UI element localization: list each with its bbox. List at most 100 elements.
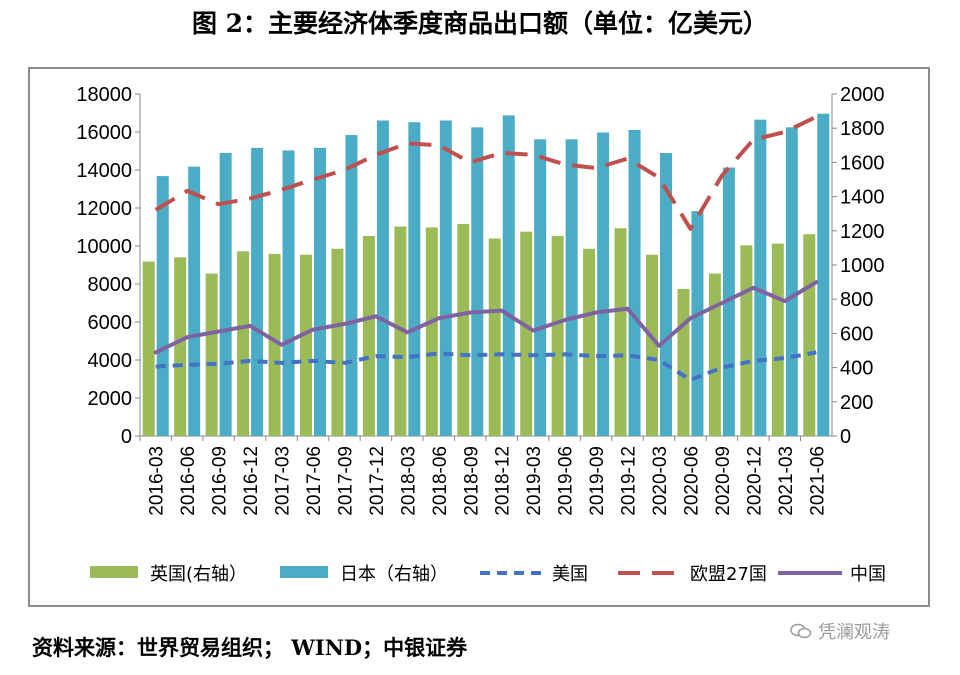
chart-title: 图 2：主要经济体季度商品出口额（单位：亿美元） [191,9,769,38]
bar-japan [439,120,452,436]
left-tick-label: 8000 [88,274,133,296]
bar-uk [331,248,344,436]
left-tick-label: 0 [121,426,132,448]
bar-uk [771,243,784,436]
bar-japan [817,113,830,436]
legend-item: 美国 [480,564,588,585]
x-tick-label: 2016-06 [178,446,199,516]
left-tick-label: 14000 [76,160,132,182]
x-tick-label: 2017-09 [335,446,356,516]
left-tick-label: 2000 [88,388,133,410]
legend-label: 英国(右轴） [150,564,247,585]
left-tick-label: 6000 [88,312,133,334]
legend-item: 日本（右轴） [280,564,448,585]
bar-japan [376,120,389,436]
right-tick-label: 1000 [840,255,885,277]
line-eu27 [154,114,818,231]
x-tick-label: 2016-03 [147,446,168,516]
x-tick-label: 2021-06 [807,446,828,516]
x-tick-label: 2020-12 [744,446,765,516]
source-note: 资料来源：世界贸易组织； WIND；中银证券 [32,635,468,660]
bar-uk [362,235,375,436]
x-tick-label: 2019-09 [587,446,608,516]
bar-uk [268,253,281,436]
x-tick-label: 2019-03 [524,446,545,516]
right-tick-label: 0 [840,426,851,448]
bar-japan [156,176,169,436]
legend-swatch [90,566,138,578]
bar-uk [677,288,690,436]
bar-uk [457,223,470,436]
x-tick-label: 2019-06 [556,446,577,516]
line-china [153,280,819,355]
bar-japan [219,152,232,436]
bar-uk [708,273,721,436]
legend-label: 欧盟27国 [690,564,767,585]
bar-uk [300,254,312,436]
bar-uk [142,261,155,436]
bar-japan [502,115,515,436]
right-tick-label: 1400 [840,187,885,209]
bar-japan [314,147,326,436]
right-tick-label: 1800 [840,118,885,140]
line-us [155,350,817,382]
bar-uk [488,238,501,436]
x-tick-label: 2018-03 [398,446,419,516]
bar-uk [520,231,533,436]
right-tick-label: 400 [840,358,873,380]
x-tick-label: 2021-03 [776,446,797,516]
bar-uk [614,228,627,436]
legend-label: 中国 [850,564,886,585]
watermark-text: 凭澜观涛 [818,622,890,643]
x-tick-label: 2020-09 [713,446,734,516]
legend-item: 英国(右轴） [90,564,247,585]
bar-japan [628,129,641,436]
x-tick-label: 2016-12 [241,446,262,516]
left-tick-label: 18000 [76,84,132,106]
x-tick-label: 2018-06 [430,446,451,516]
bar-japan [471,127,484,436]
x-tick-label: 2018-09 [461,446,482,516]
legend-item: 中国 [778,564,886,585]
x-tick-label: 2020-03 [650,446,671,516]
bar-japan [534,139,547,436]
bar-japan [754,119,767,437]
x-tick-label: 2017-06 [304,446,325,516]
bar-uk [425,227,438,436]
bar-uk [174,257,187,436]
right-tick-label: 600 [840,323,873,345]
chart-canvas: 0200040006000800010000120001400016000180… [76,84,886,585]
bar-japan [188,166,201,437]
x-tick-label: 2017-03 [273,446,294,516]
bar-uk [803,234,816,436]
x-tick-label: 2020-06 [681,446,702,516]
bar-japan [408,122,421,436]
bar-uk [740,245,753,436]
right-tick-label: 1200 [840,221,885,243]
left-tick-label: 12000 [76,198,132,220]
x-tick-label: 2018-12 [493,446,514,516]
right-tick-label: 200 [840,392,873,414]
x-tick-label: 2019-12 [619,446,640,516]
right-tick-label: 1600 [840,152,885,174]
bar-japan [691,211,704,436]
bar-uk [646,254,658,436]
legend-label: 美国 [552,564,588,585]
legend-item: 欧盟27国 [618,564,767,585]
x-tick-label: 2017-12 [367,446,388,516]
bar-japan [597,132,610,436]
bar-uk [583,248,596,436]
right-tick-label: 800 [840,289,873,311]
bar-japan [345,135,358,436]
bar-uk [551,235,564,436]
bar-uk [237,251,250,436]
bar-japan [282,150,295,436]
wechat-icon [790,623,812,639]
bar-japan [565,139,578,436]
right-tick-label: 2000 [840,84,885,106]
left-tick-label: 16000 [76,122,132,144]
left-tick-label: 10000 [76,236,132,258]
bar-uk [205,273,218,436]
x-tick-label: 2016-09 [210,446,231,516]
bar-japan [785,127,798,436]
